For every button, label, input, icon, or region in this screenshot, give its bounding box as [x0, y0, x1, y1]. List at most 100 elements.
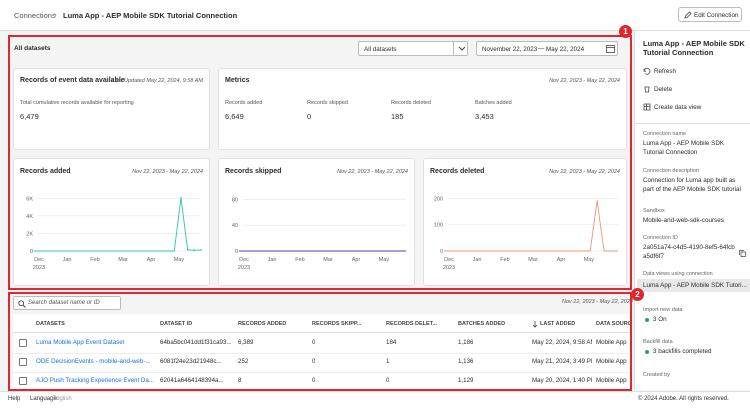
dataset-link[interactable]: AJO Push Tracking Experience Event Da...	[36, 377, 154, 384]
date-range-field[interactable]: November 22, 2023 — May 22, 2024	[476, 41, 618, 56]
metric-value: 0	[307, 112, 312, 121]
action-icon[interactable]	[643, 67, 651, 75]
dataset-link[interactable]: Luma Mobile App Event Dataset	[36, 339, 125, 346]
metric-label: Records skipped	[307, 100, 348, 106]
y-tick-label: 6K	[26, 196, 33, 202]
status-dot	[645, 318, 649, 322]
row-checkbox[interactable]	[19, 377, 27, 385]
data-line	[444, 200, 618, 252]
breadcrumb-link[interactable]: Connections	[14, 11, 56, 20]
chart-title: Records deleted	[430, 168, 485, 175]
x-tick-year: 2023	[443, 265, 455, 271]
copyright: © 2024 Adobe. All rights reserved.	[638, 396, 729, 402]
search-field[interactable]: Search dataset name or ID	[13, 296, 121, 310]
x-tick-label: Mar	[323, 257, 333, 263]
y-tick-label: 100	[434, 223, 443, 229]
field-value: 2a051a74-c4d5-4190-8ef5-64fcba5df6f7	[643, 244, 735, 260]
edit-button-label: Edit Connection	[694, 11, 739, 19]
column-header[interactable]: DATASETS	[36, 321, 65, 327]
table-cell: 6,389	[238, 339, 254, 346]
column-header[interactable]: RECORDS DELET...	[386, 321, 438, 327]
datasets-label: All datasets	[14, 45, 51, 52]
dataset-link[interactable]: ODE DecisionEvents - mobile-and-web-...	[36, 358, 151, 365]
column-header[interactable]: DATASET ID	[160, 321, 193, 327]
icon-shape	[644, 86, 650, 93]
chevron	[458, 46, 466, 51]
table-cell: 1,136	[458, 358, 474, 365]
data-point	[186, 248, 189, 251]
summary-card: Records of event data available Last Upd…	[13, 68, 210, 150]
field-value: 3 On	[653, 316, 667, 323]
chart-card: Records added Nov 22, 2023 - May 22, 2024…	[13, 158, 210, 286]
metric-value: 185	[391, 112, 404, 121]
table-cell: 0	[312, 339, 316, 346]
summary-updated: Last Updated May 22, 2024, 9:58 AM	[112, 78, 203, 84]
icon-shape	[643, 67, 651, 75]
table-cell: 64ba5bc041dd1f31ca93...	[160, 339, 232, 346]
calendar-icon[interactable]	[606, 44, 615, 53]
x-tick-label: Dec	[239, 257, 249, 263]
metric-value: 3,453	[475, 112, 494, 121]
column-header[interactable]: BATCHES ADDED	[458, 321, 506, 327]
details-panel: Luma App - AEP Mobile SDK Tutorial Conne…	[634, 31, 750, 390]
panel-action[interactable]: Refresh	[654, 68, 677, 75]
edit-button[interactable]: Edit Connection	[678, 7, 742, 22]
x-tick-label: Apr	[557, 257, 566, 263]
data-point	[180, 197, 182, 199]
table-cell: 1,129	[458, 377, 474, 384]
help-link[interactable]: Help	[8, 396, 21, 402]
field-label: Import new data	[643, 307, 683, 313]
metric-label: Batches added	[475, 100, 512, 106]
x-tick-label: Apr	[352, 257, 361, 263]
table-cell: 0	[312, 358, 316, 365]
y-tick-label: 200	[434, 196, 443, 202]
x-tick-label: Feb	[90, 257, 99, 263]
panel-action[interactable]: Create data view	[654, 104, 702, 111]
field-label: Created by	[643, 372, 670, 378]
icon-shape	[739, 250, 746, 257]
chart-date: Nov 22, 2023 - May 22, 2024	[132, 169, 203, 175]
metric-label: Records deleted	[391, 100, 432, 106]
panel-title: Luma App - AEP Mobile SDK Tutorial Conne…	[643, 39, 745, 57]
y-tick-label: 4K	[26, 214, 33, 220]
field-label: Sandbox	[643, 208, 665, 214]
table-cell: 0	[386, 377, 390, 384]
table-cell: 8	[238, 377, 242, 384]
dataset-dropdown[interactable]: All datasets	[358, 41, 468, 56]
row-checkbox[interactable]	[19, 339, 27, 347]
field-label: Connection description	[643, 168, 699, 174]
date-dash: —	[538, 45, 545, 52]
table-cell: 1,186	[458, 339, 474, 346]
x-tick-label: Dec	[34, 257, 44, 263]
y-tick-label: 2K	[26, 231, 33, 237]
search-icon	[18, 299, 26, 308]
row-checkbox[interactable]	[19, 358, 27, 366]
data-view-link[interactable]: Luma App - AEP Mobile SDK Tutori...	[637, 279, 750, 292]
sort-arrow	[532, 321, 538, 328]
search-placeholder: Search dataset name or ID	[28, 300, 100, 306]
column-header[interactable]: RECORDS ADDED	[238, 321, 287, 327]
line-chart: 0 2K 4K 6K Dec 2023 Jan Feb Mar Apr May	[26, 196, 202, 271]
header-row-border	[13, 332, 632, 333]
action-icon[interactable]	[643, 85, 651, 93]
y-tick-label: 80	[232, 197, 238, 203]
table-cell: Mobile App D	[596, 377, 628, 384]
date-end: May 22, 2024	[546, 45, 585, 53]
x-tick-label: Mar	[528, 257, 538, 263]
language-value[interactable]: English	[52, 396, 72, 402]
page-title: Luma App - AEP Mobile SDK Tutorial Conne…	[63, 11, 238, 20]
chart-title: Records skipped	[225, 168, 282, 175]
chart-card: Records skipped Nov 22, 2023 - May 22, 20…	[218, 158, 415, 286]
action-icon[interactable]	[643, 103, 651, 111]
summary-caption: Total cumulative records available for r…	[20, 100, 134, 106]
column-header[interactable]: RECORDS SKIPP...	[312, 321, 362, 327]
chart-date: Nov 22, 2023 - May 22, 2024	[549, 169, 620, 175]
copy-icon[interactable]	[739, 250, 746, 257]
column-header[interactable]: DATA SOURCE	[596, 321, 632, 327]
dropdown-value: All datasets	[364, 45, 397, 53]
panel-action[interactable]: Delete	[654, 86, 673, 93]
x-tick-label: Jan	[268, 257, 277, 263]
datasets-table: DATASETS DATASET ID RECORDS ADDED RECORDS S…	[13, 314, 632, 390]
column-header[interactable]: LAST ADDED	[540, 321, 576, 327]
highlight-box	[8, 35, 632, 290]
